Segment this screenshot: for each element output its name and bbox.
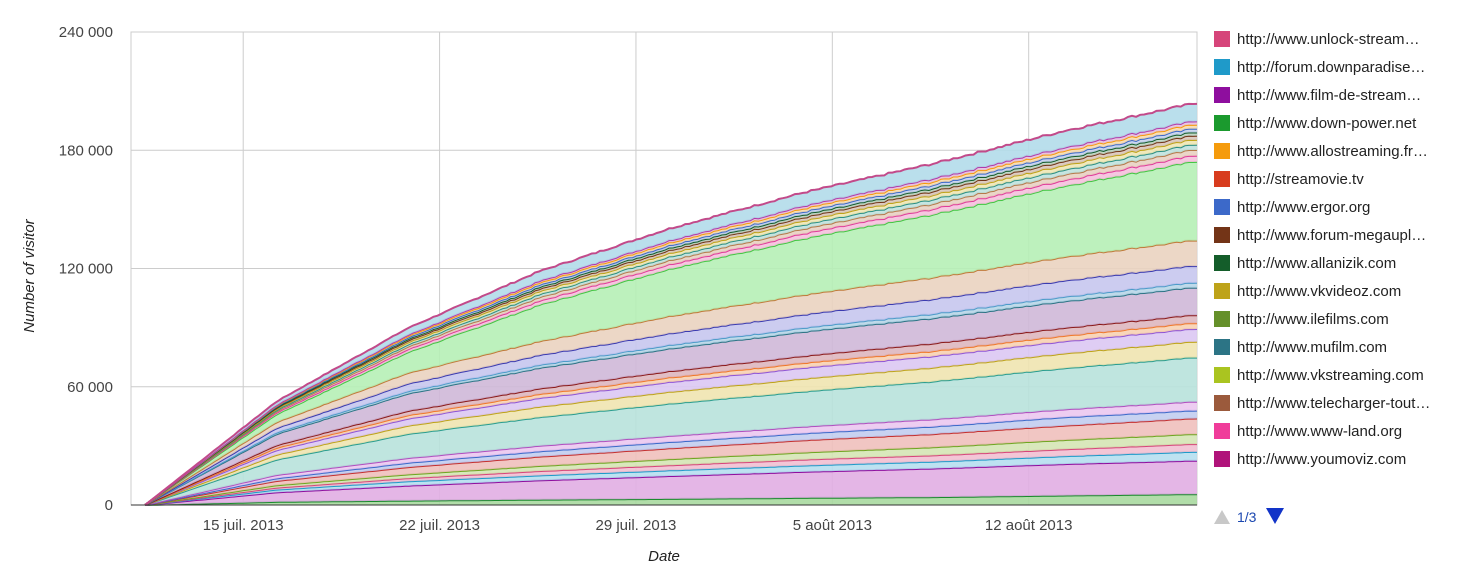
- legend-swatch: [1214, 283, 1230, 299]
- legend-label: http://forum.downparadise…: [1237, 59, 1425, 76]
- y-tick-label: 0: [105, 497, 113, 514]
- legend-item: http://www.youmoviz.com: [1214, 451, 1406, 468]
- series-area-7: [145, 401, 1197, 505]
- legend-item: http://www.ergor.org: [1214, 199, 1370, 216]
- legend-swatch: [1214, 311, 1230, 327]
- series-area-9: [145, 341, 1197, 505]
- legend-swatch: [1214, 59, 1230, 75]
- legend-pager: 1/3: [1214, 508, 1284, 525]
- x-tick-label: 29 juil. 2013: [595, 517, 676, 534]
- legend-item: http://www.www-land.org: [1214, 423, 1402, 440]
- legend-item: http://www.telecharger-tout…: [1214, 395, 1430, 412]
- legend-swatch: [1214, 199, 1230, 215]
- y-tick-label: 120 000: [59, 261, 113, 278]
- legend-label: http://www.unlock-stream…: [1237, 31, 1420, 48]
- legend-item: http://www.vkstreaming.com: [1214, 367, 1424, 384]
- legend-label: http://www.down-power.net: [1237, 115, 1417, 132]
- x-tick-label: 12 août 2013: [985, 517, 1073, 534]
- legend-item: http://www.forum-megaupl…: [1214, 227, 1426, 244]
- legend-swatch: [1214, 171, 1230, 187]
- legend-item: http://www.unlock-stream…: [1214, 31, 1420, 48]
- legend-swatch: [1214, 115, 1230, 131]
- legend-swatch: [1214, 367, 1230, 383]
- legend-swatch: [1214, 339, 1230, 355]
- legend-label: http://www.www-land.org: [1237, 423, 1402, 440]
- series-area-6: [145, 410, 1197, 505]
- series-area-10: [145, 329, 1197, 505]
- series-area-3: [145, 444, 1197, 505]
- series-layer: [144, 102, 1198, 506]
- series-area-1: [145, 460, 1197, 505]
- axis-layer: 0 60 000 120 000 180 000 240 000 15 juil. 201…: [59, 24, 1197, 534]
- legend-item: http://www.vkvideoz.com: [1214, 283, 1401, 300]
- legend-item: http://www.allostreaming.fr…: [1214, 143, 1428, 160]
- x-tick-label: 22 juil. 2013: [399, 517, 480, 534]
- y-tick-label: 180 000: [59, 142, 113, 159]
- series-area-17: [145, 161, 1197, 505]
- legend-page-indicator: 1/3: [1237, 509, 1257, 525]
- legend-label: http://www.ergor.org: [1237, 199, 1370, 216]
- x-tick-label: 5 août 2013: [793, 517, 872, 534]
- legend-item: http://www.allanizik.com: [1214, 255, 1396, 272]
- legend-label: http://www.allanizik.com: [1237, 255, 1396, 272]
- legend-label: http://www.mufilm.com: [1237, 339, 1387, 356]
- y-axis-title: Number of visitor: [21, 218, 38, 332]
- series-area-4: [145, 434, 1197, 505]
- legend-item: http://streamovie.tv: [1214, 171, 1364, 188]
- series-area-16: [145, 240, 1197, 505]
- legend-swatch: [1214, 395, 1230, 411]
- page-down-icon[interactable]: [1266, 508, 1284, 524]
- x-tick-label: 15 juil. 2013: [203, 517, 284, 534]
- legend-label: http://www.forum-megaupl…: [1237, 227, 1426, 244]
- legend-label: http://www.telecharger-tout…: [1237, 395, 1430, 412]
- y-tick-label: 240 000: [59, 24, 113, 41]
- series-area-8: [145, 357, 1197, 505]
- x-axis-title: Date: [648, 548, 680, 565]
- legend-label: http://www.film-de-stream…: [1237, 87, 1421, 104]
- legend-item: http://www.mufilm.com: [1214, 339, 1387, 356]
- series-line-21: [144, 138, 1198, 506]
- legend-label: http://streamovie.tv: [1237, 171, 1364, 188]
- legend-swatch: [1214, 255, 1230, 271]
- page-up-icon[interactable]: [1214, 510, 1230, 524]
- legend-label: http://www.ilefilms.com: [1237, 311, 1389, 328]
- series-area-5: [145, 418, 1197, 505]
- legend-item: http://forum.downparadise…: [1214, 59, 1425, 76]
- series-area-2: [145, 451, 1197, 505]
- legend-swatch: [1214, 87, 1230, 103]
- series-line-27: [144, 102, 1198, 506]
- series-area-13: [145, 287, 1197, 505]
- y-tick-label: 60 000: [67, 379, 113, 396]
- legend-swatch: [1214, 143, 1230, 159]
- legend-item: http://www.ilefilms.com: [1214, 311, 1389, 328]
- legend-item: http://www.film-de-stream…: [1214, 87, 1421, 104]
- legend-label: http://www.allostreaming.fr…: [1237, 143, 1428, 160]
- legend-item: http://www.down-power.net: [1214, 115, 1417, 132]
- legend-label: http://www.vkstreaming.com: [1237, 367, 1424, 384]
- legend: http://www.unlock-stream… http://forum.do…: [1214, 31, 1430, 468]
- legend-swatch: [1214, 423, 1230, 439]
- legend-swatch: [1214, 451, 1230, 467]
- legend-label: http://www.youmoviz.com: [1237, 451, 1406, 468]
- legend-swatch: [1214, 227, 1230, 243]
- legend-swatch: [1214, 31, 1230, 47]
- legend-label: http://www.vkvideoz.com: [1237, 283, 1401, 300]
- series-area-15: [145, 266, 1197, 505]
